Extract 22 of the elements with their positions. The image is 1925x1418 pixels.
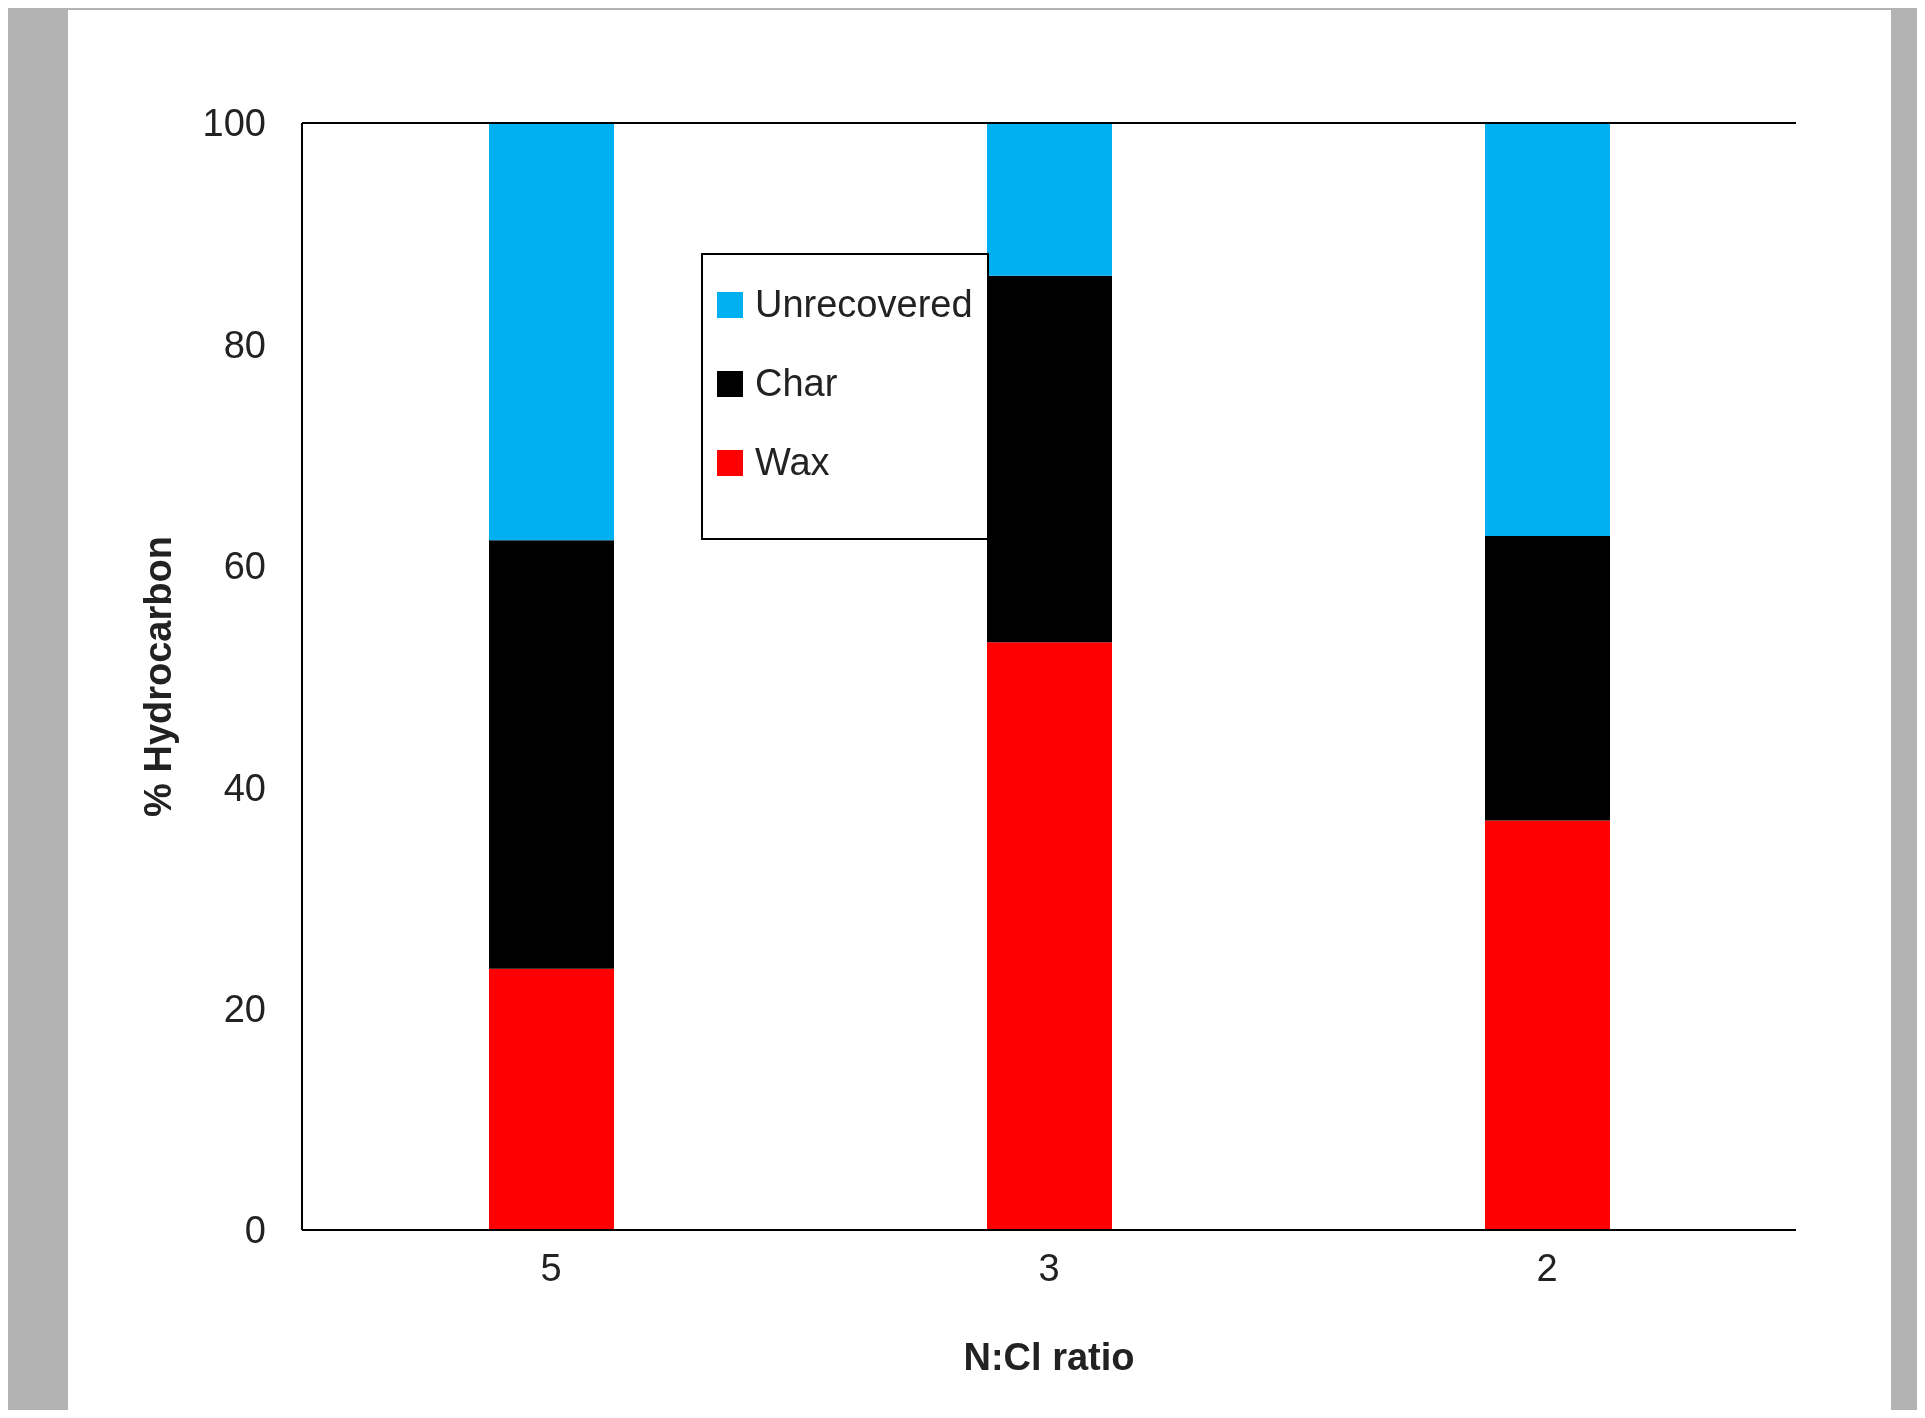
x-tick-label: 2 bbox=[1536, 1246, 1558, 1289]
x-tick-label: 3 bbox=[1038, 1246, 1060, 1289]
x-axis-title: N:Cl ratio bbox=[963, 1336, 1135, 1378]
bar bbox=[1485, 820, 1610, 1230]
x-tick-label: 5 bbox=[540, 1246, 562, 1289]
bar bbox=[489, 968, 614, 1230]
y-tick-label: 60 bbox=[223, 545, 266, 588]
bar bbox=[1485, 123, 1610, 536]
bar bbox=[1485, 535, 1610, 821]
y-tick-label: 100 bbox=[202, 102, 266, 145]
y-tick-label: 80 bbox=[223, 323, 266, 366]
legend-label: Wax bbox=[755, 441, 830, 484]
y-axis-title: % Hydrocarbon bbox=[137, 536, 180, 817]
y-tick-label: 40 bbox=[223, 766, 266, 809]
bar bbox=[987, 123, 1112, 276]
y-tick-label: 0 bbox=[244, 1209, 266, 1252]
bar bbox=[987, 642, 1112, 1230]
y-tick-label: 20 bbox=[223, 988, 266, 1031]
legend-label: Unrecovered bbox=[755, 283, 973, 326]
bar bbox=[489, 123, 614, 541]
bar bbox=[489, 540, 614, 969]
legend-label: Char bbox=[755, 362, 838, 405]
